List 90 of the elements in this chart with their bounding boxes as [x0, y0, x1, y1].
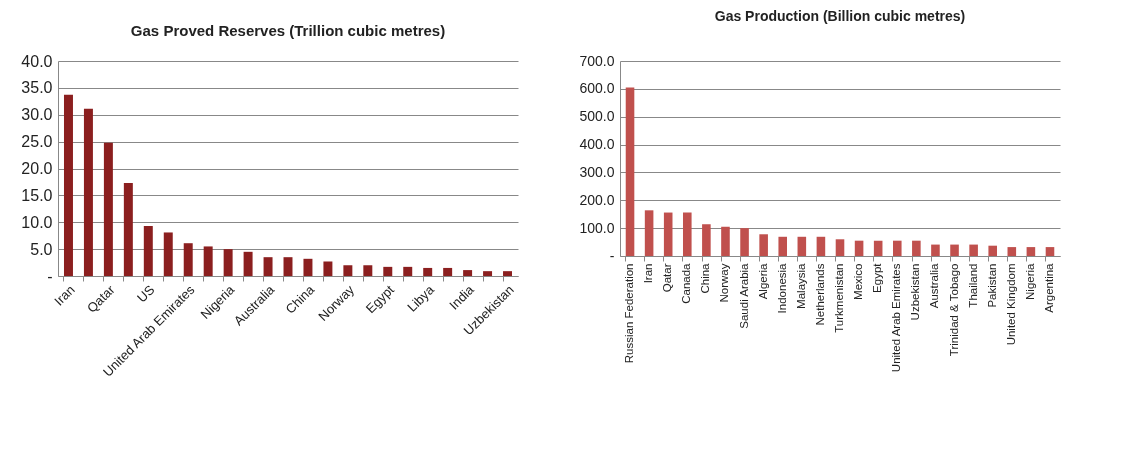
chart-title: Gas Production (Billion cubic metres) [714, 8, 966, 24]
bar [143, 226, 153, 276]
x-tick-label: US [134, 281, 158, 306]
bar [443, 267, 453, 276]
bar [778, 236, 788, 256]
bar [503, 271, 513, 276]
bar [263, 257, 273, 276]
y-tick-label: 300.0 [579, 163, 615, 180]
bar [644, 210, 654, 256]
bar [759, 234, 768, 256]
x-tick-label: United Arab Emirates [890, 263, 903, 373]
x-tick-label: Pakistan [985, 263, 998, 308]
x-tick-label: China [699, 262, 712, 294]
y-tick-label: 100.0 [579, 219, 615, 236]
bar [835, 239, 845, 256]
bar [323, 261, 333, 276]
y-tick-label: 30.0 [21, 106, 53, 124]
bar [183, 243, 193, 276]
x-tick-label: Iran [642, 263, 655, 284]
bar [702, 224, 711, 256]
bar [682, 212, 692, 256]
x-tick-label: United Kingdom [1004, 263, 1017, 346]
x-tick-label: Turkmenistan [833, 263, 845, 333]
y-tick-label: 20.0 [21, 160, 53, 177]
bar [663, 212, 673, 256]
bar [721, 226, 730, 256]
y-tick-label: 600.0 [579, 80, 615, 97]
bar [303, 258, 313, 276]
y-tick-label: 200.0 [579, 191, 615, 208]
bar [912, 240, 921, 256]
y-tick-label: 15.0 [21, 186, 53, 204]
x-tick-label: Argentina [1042, 262, 1055, 313]
bar [383, 266, 393, 276]
bar [1026, 247, 1036, 256]
bar [283, 257, 293, 276]
bar [873, 240, 883, 256]
bar [403, 266, 413, 276]
bar [83, 108, 93, 276]
x-tick-label: Australia [928, 262, 941, 309]
bar [625, 87, 635, 256]
x-tick-label: Norway [718, 263, 731, 303]
x-tick-label: Indonesia [775, 262, 788, 314]
bar [988, 245, 998, 256]
x-tick-label: Netherlands [813, 263, 826, 326]
y-tick-label: 35.0 [21, 79, 53, 97]
bar [103, 142, 113, 276]
bar [854, 240, 864, 256]
x-tick-label: Nigeria [1023, 262, 1036, 300]
bar [63, 94, 73, 276]
x-tick-label: Russian Federation [623, 263, 636, 364]
x-tick-label: Canada [680, 262, 693, 304]
bar [740, 228, 749, 256]
x-tick-label: Saudi Arabia [737, 262, 750, 329]
y-tick-label: 25.0 [21, 133, 53, 151]
y-tick-label: 400.0 [579, 136, 615, 153]
x-tick-label: Thailand [966, 263, 979, 308]
bar [203, 246, 213, 276]
x-tick-label: Qatar [661, 263, 674, 293]
bar [343, 265, 353, 276]
bar [483, 271, 493, 276]
bar [950, 244, 959, 256]
bar [797, 236, 807, 256]
x-tick-label: Malaysia [794, 262, 807, 309]
bar [1045, 247, 1055, 256]
x-tick-label: Uzbekistan [909, 263, 922, 321]
y-tick-label: 40.0 [21, 52, 53, 70]
x-tick-label: Trinidad & Tobago [947, 263, 960, 357]
y-tick-label: 10.0 [21, 213, 53, 231]
x-tick-label: Algeria [756, 262, 769, 300]
bar [363, 265, 373, 276]
y-tick-label: 5.0 [30, 240, 53, 258]
chart-title: Gas Proved Reserves (Trillion cubic metres) [130, 22, 446, 39]
bar [243, 251, 253, 276]
bar [223, 249, 233, 276]
bar [969, 244, 978, 256]
bar [1007, 247, 1017, 256]
x-tick-label: Mexico [852, 263, 865, 300]
y-tick-label: - [47, 267, 53, 285]
x-tick-label: Egypt [871, 262, 884, 293]
bar [892, 240, 902, 256]
y-tick-label: 500.0 [579, 108, 615, 125]
bar [163, 232, 173, 276]
x-tick-label: Iran [51, 282, 78, 309]
bar [816, 236, 826, 256]
bar [123, 183, 133, 276]
bar [423, 267, 433, 276]
bar [931, 244, 940, 256]
bar [463, 270, 473, 276]
y-tick-label: 700.0 [579, 52, 615, 69]
y-tick-label: - [609, 247, 615, 264]
